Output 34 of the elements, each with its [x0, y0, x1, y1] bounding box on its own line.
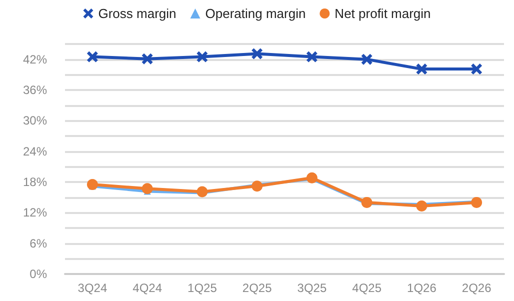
x-tick-label: 1Q25	[188, 281, 218, 295]
point	[86, 179, 98, 190]
y-tick-label: 0%	[30, 267, 48, 281]
legend-label: Gross margin	[98, 6, 176, 21]
point	[306, 172, 318, 184]
x-tick-label: 4Q24	[132, 281, 162, 295]
y-tick-label: 30%	[22, 114, 48, 128]
y-tick-label: 12%	[22, 206, 48, 220]
point	[142, 53, 153, 64]
legend-label: Net profit margin	[334, 6, 431, 21]
point	[471, 64, 482, 75]
y-tick-label: 24%	[22, 144, 48, 158]
point	[416, 64, 428, 75]
point	[306, 51, 318, 62]
y-tick-label: 18%	[22, 175, 48, 189]
point	[252, 180, 263, 192]
point	[86, 51, 98, 62]
x-tick-label: 2Q25	[242, 281, 272, 295]
x-tick-label: 3Q25	[297, 281, 327, 295]
point	[196, 186, 208, 198]
y-tick-label: 6%	[30, 236, 48, 250]
legend-label: Operating margin	[205, 6, 306, 21]
x-tick-label: 4Q25	[352, 281, 382, 295]
point	[416, 200, 428, 212]
point	[252, 48, 263, 60]
x-tick-label: 2Q26	[462, 281, 492, 295]
x-tick-label: 1Q26	[407, 281, 437, 295]
y-tick-label: 42%	[22, 52, 48, 66]
point	[361, 196, 372, 208]
point	[361, 54, 372, 65]
point	[196, 51, 208, 62]
point	[471, 196, 482, 208]
x-tick-label: 3Q24	[78, 281, 108, 295]
y-tick-label: 36%	[22, 83, 48, 97]
